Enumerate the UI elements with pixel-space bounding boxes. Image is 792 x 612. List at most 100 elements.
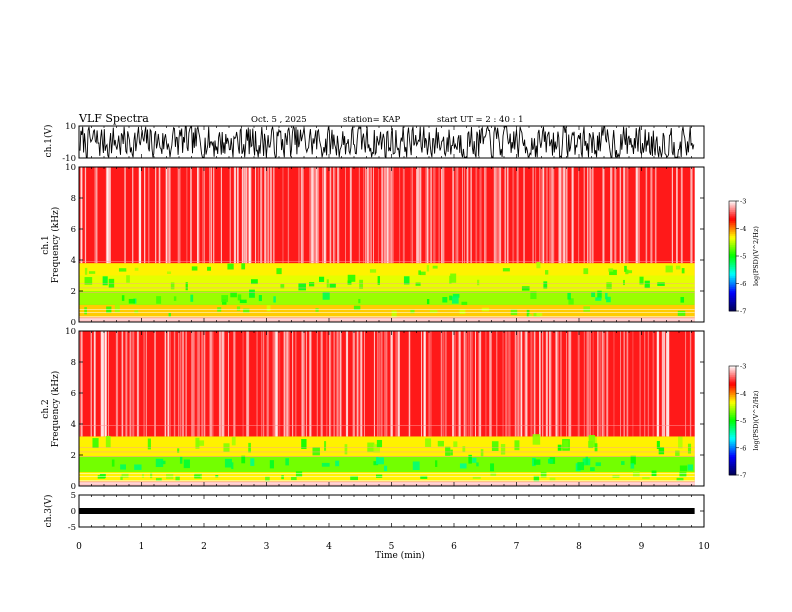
ch1-spectrogram-streak [366, 167, 369, 264]
ch2-spectrogram-streak [440, 331, 442, 437]
ch1-spectrogram-patch [429, 310, 438, 314]
ch1-spectrogram-streak [637, 167, 638, 264]
y-tick-label: 6 [71, 225, 76, 235]
ch1-spectrogram-streak [690, 167, 693, 264]
ch1-spectrogram-patch [347, 280, 352, 285]
ch2-spectrogram-streak [173, 331, 176, 437]
ch1-spectrogram-patch [608, 268, 614, 272]
colorbar-cell [729, 241, 736, 244]
ch1-spectrogram-streak [144, 167, 145, 264]
y-tick-label: 10 [65, 163, 76, 173]
ch1-spectrogram-patch [583, 306, 590, 312]
ch2-spectrogram-streak [108, 331, 110, 437]
ch2-spectrogram-panel: 0 2 4 6 8 10 [65, 327, 705, 492]
ch1-spectrogram-patch [173, 296, 177, 301]
colorbar-cell [729, 278, 736, 281]
ch1-spectrogram-patch [329, 283, 336, 288]
colorbar-cell [729, 458, 736, 461]
ch1-spectrogram-patch [207, 266, 212, 271]
ch1-spectrogram-patch [426, 299, 430, 305]
ch2-spectrogram-streak [479, 331, 482, 437]
ch1-spectrogram-patch [190, 294, 194, 302]
ch1-spectrogram-patch [84, 277, 93, 285]
colorbar-cell [729, 223, 736, 226]
ch2-spectrogram-patch [285, 458, 289, 466]
ch2-spectrogram-patch [241, 455, 246, 464]
ch2-spectrogram-streak [496, 331, 498, 437]
ch2-spectrogram-patch [450, 449, 453, 456]
ch2-spectrogram-patch [265, 476, 270, 482]
colorbar-cell [729, 367, 736, 371]
ch2-spectrogram-streak [395, 331, 397, 437]
ch1-spectrogram-patch [230, 292, 237, 298]
ch2-spectrogram-streak [94, 331, 96, 437]
ch1-spectrogram-streak [300, 167, 303, 264]
ch1-spectrogram-patch [273, 296, 276, 303]
ch1-spectrogram-patch [319, 276, 325, 282]
ch2-spectrogram-streak [443, 331, 445, 437]
ch1-spectrogram-streak [399, 167, 401, 264]
colorbar-cell [729, 391, 736, 394]
ch2-spectrogram-streak [517, 331, 520, 437]
ch1-spectrogram-streak [302, 167, 304, 264]
ch1-spectrogram-streak [532, 167, 534, 264]
ch1-spectrogram-patch [170, 282, 175, 290]
ch2-label: ch.2 [41, 399, 51, 418]
ch1-spectrogram-streak [209, 167, 213, 264]
colorbar-cell [729, 433, 736, 436]
colorbar-cell [729, 272, 736, 275]
ch2-spectrogram-streak [668, 331, 670, 437]
ch2-spectrogram-streak [246, 331, 248, 437]
colorbar-cell [729, 221, 736, 224]
ch2-spectrogram-patch [435, 460, 438, 467]
colorbar-cell [729, 287, 736, 290]
ch2-spectrogram-streak [201, 331, 203, 437]
ch1-spectrogram-streak [186, 167, 188, 264]
ch1-spectrogram-patch [426, 265, 430, 272]
ch1-spectrogram-patch [134, 310, 139, 314]
ch1-spectrogram-patch [432, 265, 438, 269]
ch1-spectrogram-patch [377, 276, 380, 285]
ch2-spectrogram-streak [663, 331, 666, 437]
ch1-spectrogram-streak [204, 167, 205, 264]
ch1-spectrogram-streak [248, 167, 252, 264]
ch2-spectrogram-patch [462, 446, 466, 453]
ch2-spectrogram-streak [364, 331, 365, 437]
ch3-voltage-label: ch.3(V) [43, 495, 54, 528]
ch1-spectrogram-patch [298, 283, 306, 291]
ch1-spectrogram-streak [139, 167, 142, 264]
ch2-spectrogram-patch [687, 464, 694, 471]
ch1-spectrogram-patch [249, 289, 255, 298]
ch1-spectrogram-streak [338, 167, 340, 264]
ch1-spectrogram-streak [416, 167, 418, 264]
ch1-spectrogram-streak [257, 167, 259, 264]
ch2-spectrogram-streak [548, 331, 551, 437]
colorbar-cell [729, 467, 736, 470]
colorbar-cell [729, 239, 736, 242]
ch1-spectrogram-streak [539, 167, 541, 264]
ch1-spectrogram-streak [516, 167, 518, 264]
colorbar-cell [729, 208, 736, 211]
ch1-spectrogram-streak [373, 167, 374, 264]
ch2-spectrogram-streak [275, 331, 278, 437]
ch2-spectrogram-streak [115, 331, 118, 437]
ch1-spectrogram-streak [389, 167, 392, 264]
ch2-spectrogram-patch [480, 449, 484, 457]
ch1-spectrogram-streak [571, 167, 574, 264]
ch1-spectrogram-streak [242, 167, 245, 264]
ch1-spectrogram-streak [322, 167, 324, 264]
ch2-spectrogram-streak [502, 331, 504, 437]
ch2-spectrogram-patch [161, 460, 166, 465]
ch1-spectrogram-streak [387, 167, 389, 264]
colorbar-cell [729, 456, 736, 460]
ch2-spectrogram-streak [689, 331, 692, 437]
ch1-spectrogram-streak [429, 167, 432, 264]
ch2-spectrogram-patch [468, 454, 472, 464]
time-axis: 0 1 2 3 4 5 6 7 8 9 10 [76, 542, 710, 552]
colorbar-cell [729, 473, 736, 476]
ch1-spectrogram-streak [349, 167, 351, 264]
x-tick-label: 0 [76, 542, 82, 552]
ch2-spectrogram-streak [478, 331, 481, 437]
ch1-spectrogram-streak [315, 167, 318, 264]
